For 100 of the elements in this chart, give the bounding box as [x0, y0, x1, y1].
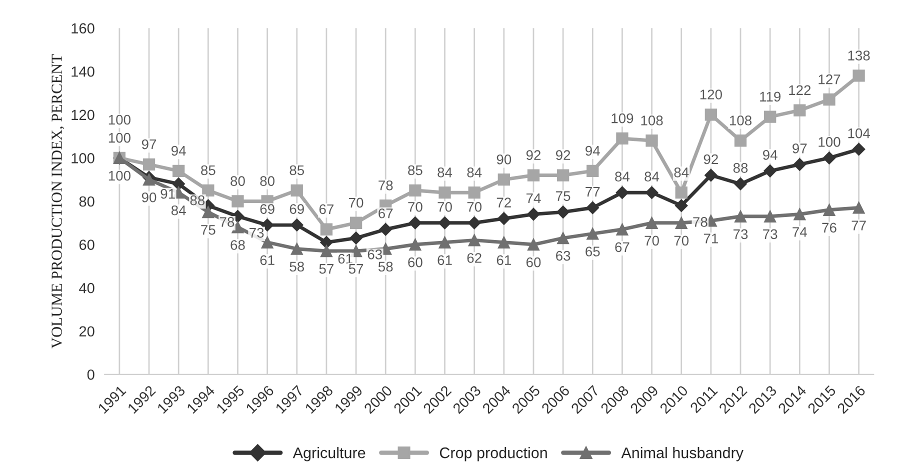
data-label: 84 [615, 172, 630, 182]
data-label: 84 [171, 205, 186, 216]
point [616, 132, 628, 145]
data-label: 97 [142, 139, 156, 150]
point [822, 152, 836, 164]
y-tick-label: 20 [79, 326, 94, 337]
data-label: 58 [378, 262, 393, 272]
data-label: 94 [172, 146, 186, 156]
point [172, 178, 185, 190]
y-tick-label: 40 [79, 282, 94, 294]
point [379, 222, 392, 236]
y-tick-label: 0 [87, 370, 94, 380]
data-label: 67 [615, 242, 630, 252]
point [290, 242, 303, 255]
data-label: 119 [760, 92, 781, 102]
point [320, 244, 333, 258]
point [675, 216, 688, 229]
data-label: 69 [260, 204, 274, 214]
y-axis-title: VOLUME PRODUCTION INDEX, PERCENT [52, 54, 64, 348]
data-label: 97 [792, 144, 807, 154]
point [823, 93, 836, 106]
data-label: 73 [763, 229, 778, 240]
point [556, 206, 570, 218]
point [616, 223, 628, 236]
point [350, 232, 362, 244]
point [527, 238, 540, 251]
data-label: 90 [496, 154, 512, 164]
data-label: 63 [556, 250, 570, 261]
data-label: 74 [526, 193, 541, 204]
point [172, 164, 185, 178]
data-label: 70 [349, 198, 364, 208]
point [646, 134, 658, 147]
point [409, 238, 422, 251]
point [468, 216, 481, 230]
data-label: 78 [378, 180, 393, 190]
point [350, 216, 362, 229]
point [527, 169, 540, 182]
point [142, 158, 156, 171]
data-label: 61 [260, 255, 274, 266]
point [764, 210, 776, 222]
point [734, 178, 747, 190]
data-label: 71 [704, 234, 718, 244]
data-label: 91 [160, 188, 175, 199]
point [852, 202, 865, 214]
data-label: 92 [556, 150, 570, 160]
data-label: 85 [201, 165, 216, 176]
point [320, 223, 333, 236]
data-label: 120 [700, 90, 722, 100]
y-tick-label: 100 [72, 153, 94, 164]
point [586, 201, 600, 214]
data-label: 69 [290, 204, 304, 214]
data-label: 100 [818, 137, 840, 147]
data-label: 57 [348, 264, 364, 274]
point [646, 216, 658, 229]
data-label: 108 [730, 116, 752, 126]
point [586, 228, 599, 240]
data-label: 73 [250, 228, 264, 238]
legend-label: Crop production [440, 447, 547, 462]
data-label: 84 [674, 168, 689, 178]
data-label: 70 [644, 236, 659, 246]
point [438, 216, 452, 230]
data-label: 108 [641, 116, 663, 126]
data-label: 65 [586, 246, 600, 256]
point [438, 186, 451, 199]
point [290, 184, 303, 196]
data-label: 88 [733, 163, 748, 173]
point [675, 186, 688, 199]
data-label: 60 [526, 257, 541, 268]
y-tick-label: 80 [79, 196, 94, 207]
point [704, 168, 718, 182]
data-label: 72 [496, 198, 511, 208]
point [408, 216, 422, 230]
data-label: 77 [586, 186, 600, 197]
data-label: 104 [848, 128, 870, 138]
point [468, 234, 480, 246]
y-tick-label: 60 [79, 240, 94, 250]
data-label: 57 [319, 264, 334, 274]
point [764, 164, 776, 178]
y-tick-label: 160 [72, 23, 94, 34]
y-tick-label: 120 [72, 110, 94, 120]
point [793, 158, 806, 171]
point [586, 164, 599, 178]
data-label: 84 [644, 172, 660, 182]
data-label: 92 [704, 154, 718, 164]
data-label: 84 [467, 168, 482, 178]
data-label: 100 [108, 132, 130, 143]
data-label: 127 [818, 74, 840, 84]
point [202, 184, 214, 196]
point [734, 210, 747, 222]
data-label: 61 [338, 254, 352, 264]
data-label: 78 [693, 217, 708, 227]
point [556, 232, 570, 244]
point [823, 204, 836, 216]
data-label: 70 [467, 202, 482, 212]
point [674, 199, 688, 212]
legend-label: Animal husbandry [621, 447, 744, 462]
data-label: 80 [230, 176, 245, 186]
data-label: 109 [612, 113, 634, 124]
data-label: 100 [108, 170, 130, 181]
point [794, 208, 806, 220]
